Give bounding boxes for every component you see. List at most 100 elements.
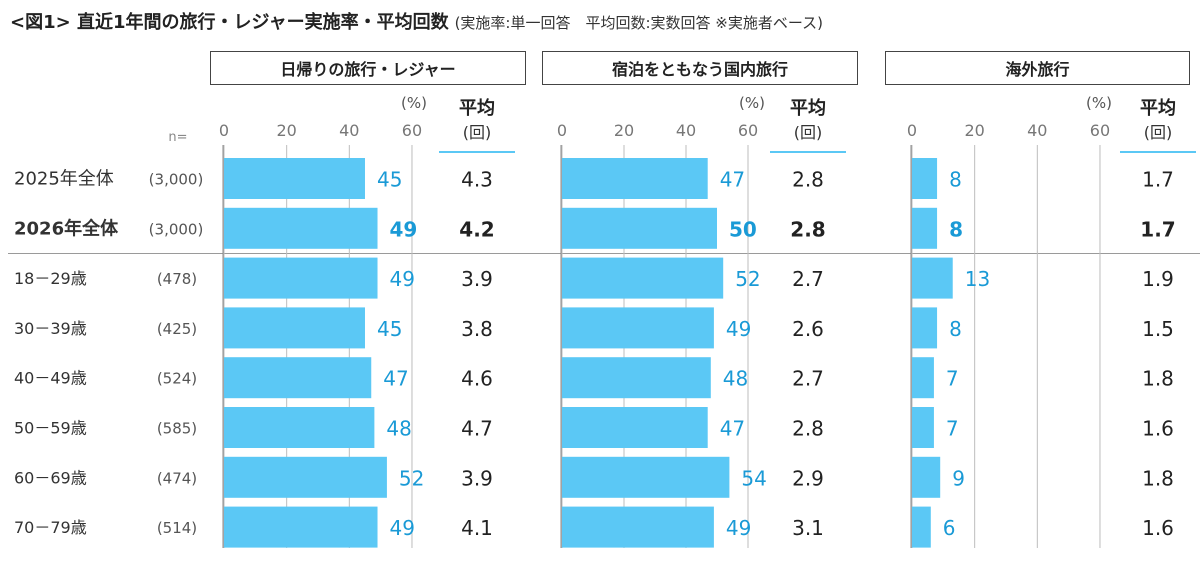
tick-label: 0 bbox=[219, 121, 229, 140]
unit-label: (%) bbox=[739, 94, 765, 112]
tick-label: 20 bbox=[614, 121, 634, 140]
category-label: 60－69歳 bbox=[14, 468, 87, 487]
bar bbox=[562, 158, 708, 199]
avg-unit: (回) bbox=[794, 123, 823, 142]
n-count: (474) bbox=[157, 469, 197, 487]
tick-label: 40 bbox=[1027, 121, 1047, 140]
bar bbox=[912, 506, 931, 548]
unit-label: (%) bbox=[401, 94, 427, 112]
tick-label: 20 bbox=[276, 121, 296, 140]
bar-value-label: 49 bbox=[390, 516, 415, 540]
n-label: n= bbox=[168, 130, 187, 145]
avg-value: 1.7 bbox=[1142, 168, 1174, 192]
bar-value-label: 13 bbox=[965, 267, 990, 291]
bar bbox=[562, 257, 724, 299]
bar bbox=[912, 456, 941, 498]
avg-value: 2.6 bbox=[792, 317, 824, 341]
avg-value: 2.8 bbox=[792, 168, 824, 192]
title-main: <図1> 直近1年間の旅行・レジャー実施率・平均回数 bbox=[10, 12, 449, 33]
bar-value-label: 47 bbox=[720, 417, 745, 441]
category-label: 50－59歳 bbox=[14, 419, 87, 438]
category-label: 18－29歳 bbox=[14, 269, 87, 288]
bar bbox=[912, 357, 934, 399]
bar bbox=[224, 506, 378, 548]
avg-value: 2.9 bbox=[792, 466, 824, 490]
bar-value-label: 45 bbox=[377, 168, 402, 192]
group-separator-line bbox=[8, 253, 1200, 254]
panel-header-domestic: 宿泊をともなう国内旅行 bbox=[542, 51, 858, 85]
bar bbox=[224, 257, 378, 299]
avg-value: 2.7 bbox=[792, 367, 824, 391]
bar bbox=[912, 158, 938, 199]
category-label: 70－79歳 bbox=[14, 518, 87, 537]
bar-value-label: 48 bbox=[386, 417, 411, 441]
bar-value-label: 7 bbox=[946, 417, 959, 441]
n-count: (524) bbox=[157, 370, 197, 388]
avg-value: 2.8 bbox=[792, 417, 824, 441]
avg-header: 平均 bbox=[790, 97, 826, 119]
bar-value-label: 49 bbox=[390, 217, 418, 241]
panel-header-day-trip: 日帰りの旅行・レジャー bbox=[210, 51, 526, 85]
avg-value: 3.8 bbox=[461, 317, 493, 341]
bar-value-label: 47 bbox=[720, 168, 745, 192]
bar bbox=[224, 207, 378, 249]
bar bbox=[562, 357, 711, 399]
n-count: (514) bbox=[157, 519, 197, 537]
title-note: (実施率:単一回答 平均回数:実数回答 ※実施者ベース) bbox=[454, 14, 823, 32]
avg-unit: (回) bbox=[1144, 123, 1173, 142]
bar-value-label: 7 bbox=[946, 367, 959, 391]
n-count: (585) bbox=[157, 420, 197, 438]
bar bbox=[562, 407, 708, 448]
unit-label: (%) bbox=[1086, 94, 1112, 112]
avg-value: 1.8 bbox=[1142, 466, 1174, 490]
bar-value-label: 8 bbox=[949, 317, 962, 341]
bar bbox=[912, 307, 938, 349]
bar-value-label: 54 bbox=[741, 466, 766, 490]
bar bbox=[224, 456, 387, 498]
tick-label: 20 bbox=[964, 121, 984, 140]
n-count: (3,000) bbox=[149, 171, 204, 189]
bar bbox=[562, 207, 717, 249]
bar-value-label: 49 bbox=[390, 267, 415, 291]
n-count: (3,000) bbox=[149, 220, 204, 238]
avg-header: 平均 bbox=[459, 97, 495, 119]
avg-value: 3.9 bbox=[461, 267, 493, 291]
bar bbox=[224, 357, 372, 399]
avg-value: 1.9 bbox=[1142, 267, 1174, 291]
bar-value-label: 52 bbox=[735, 267, 760, 291]
bar-value-label: 47 bbox=[383, 367, 408, 391]
chart-title: <図1> 直近1年間の旅行・レジャー実施率・平均回数 (実施率:単一回答 平均回数… bbox=[10, 8, 823, 34]
avg-value: 3.9 bbox=[461, 466, 493, 490]
tick-label: 60 bbox=[738, 121, 758, 140]
avg-value: 2.7 bbox=[792, 267, 824, 291]
avg-value: 1.7 bbox=[1140, 217, 1175, 241]
bar bbox=[224, 407, 375, 448]
category-label: 2025年全体 bbox=[14, 169, 114, 190]
bar bbox=[562, 307, 714, 349]
bar bbox=[562, 456, 730, 498]
avg-value: 2.8 bbox=[790, 217, 825, 241]
bar-value-label: 52 bbox=[399, 466, 424, 490]
avg-value: 4.2 bbox=[459, 217, 494, 241]
n-count: (478) bbox=[157, 270, 197, 288]
avg-value: 4.7 bbox=[461, 417, 493, 441]
category-label: 40－49歳 bbox=[14, 369, 87, 388]
bar-value-label: 48 bbox=[723, 367, 748, 391]
bar bbox=[912, 407, 934, 448]
category-label: 30－39歳 bbox=[14, 319, 87, 338]
avg-value: 3.1 bbox=[792, 516, 824, 540]
bar-value-label: 6 bbox=[943, 516, 956, 540]
avg-value: 4.6 bbox=[461, 367, 493, 391]
avg-header: 平均 bbox=[1140, 97, 1176, 119]
bar-value-label: 49 bbox=[726, 317, 751, 341]
bar bbox=[912, 207, 938, 249]
bar-value-label: 8 bbox=[949, 168, 962, 192]
bar bbox=[562, 506, 714, 548]
bar-value-label: 49 bbox=[726, 516, 751, 540]
bar-value-label: 8 bbox=[949, 217, 963, 241]
tick-label: 0 bbox=[907, 121, 917, 140]
bar bbox=[224, 158, 365, 199]
avg-value: 4.1 bbox=[461, 516, 493, 540]
category-label: 2026年全体 bbox=[14, 217, 119, 239]
